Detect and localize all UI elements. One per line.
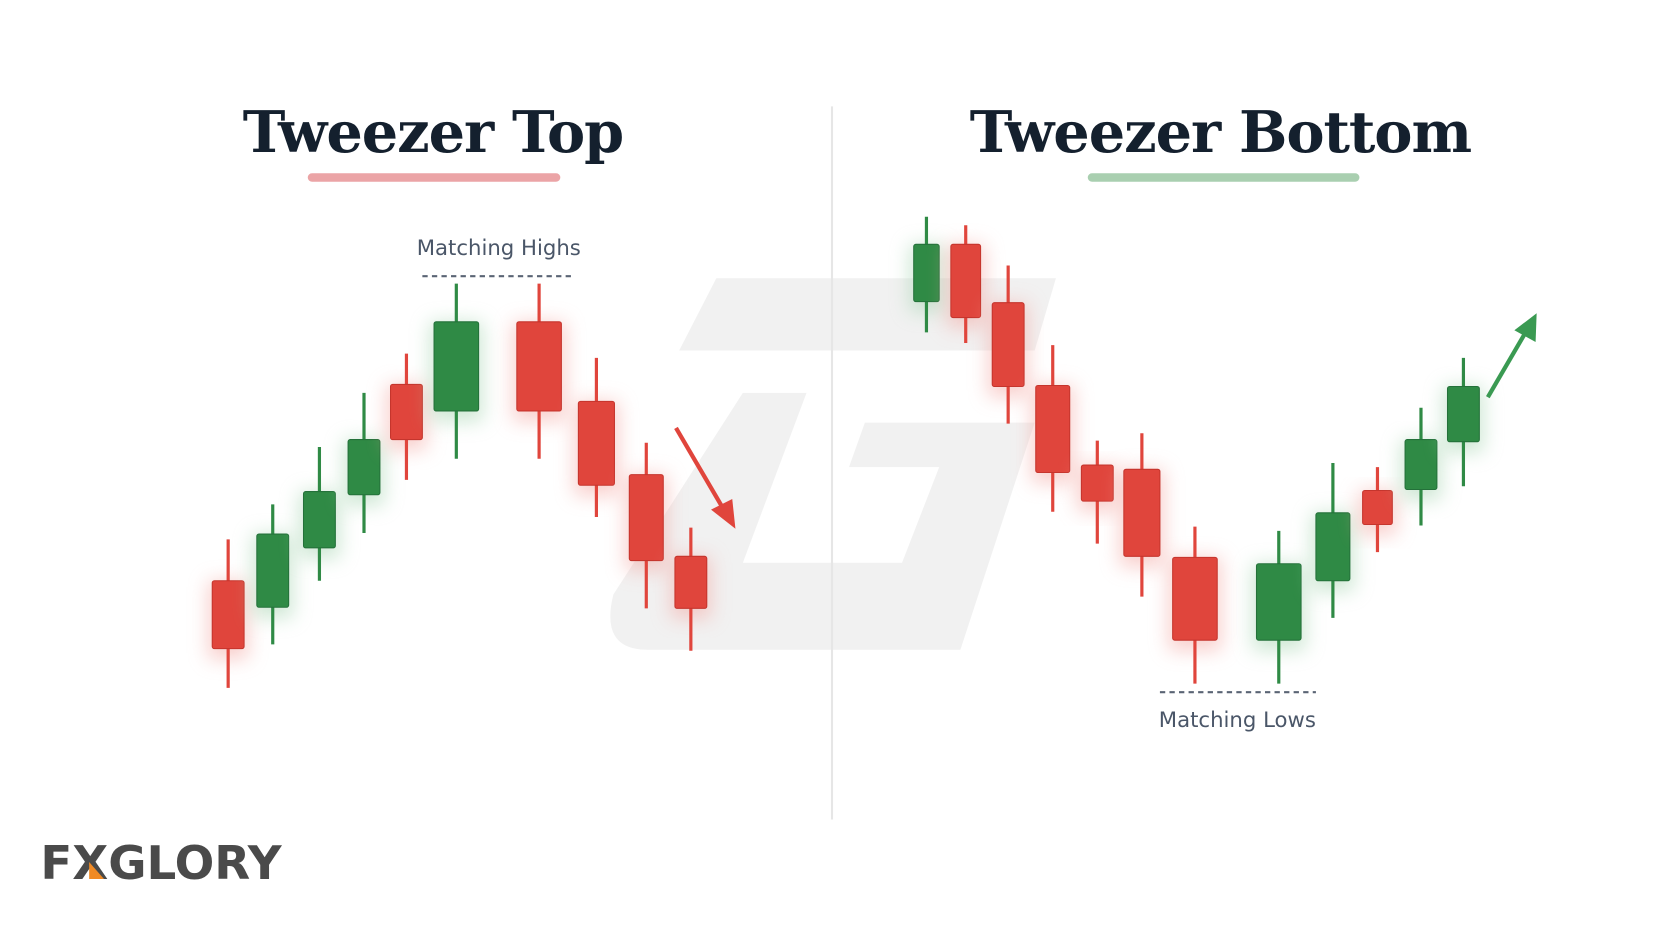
candle-body xyxy=(347,439,381,496)
logo: FXGLORY xyxy=(40,837,282,891)
candle-body xyxy=(628,474,664,562)
candle-body xyxy=(390,383,423,441)
right-title: Tweezer Bottom xyxy=(970,98,1472,166)
candle-body xyxy=(991,302,1025,388)
candle-body xyxy=(1080,464,1114,502)
candle-body xyxy=(211,580,245,650)
candles xyxy=(208,216,1484,688)
candle-body xyxy=(913,243,940,303)
candle-body xyxy=(674,555,708,609)
candle-body xyxy=(1404,439,1438,491)
candle-body xyxy=(1035,384,1071,474)
candle-body xyxy=(950,243,982,319)
left-title: Tweezer Top xyxy=(243,98,623,166)
candle-body xyxy=(302,491,336,549)
candle-body xyxy=(516,321,562,412)
candle-body xyxy=(1315,512,1351,582)
watermark xyxy=(610,278,1056,650)
arrow-up xyxy=(1486,313,1537,399)
arrow-down xyxy=(674,426,736,529)
left-annotation: Matching Highs xyxy=(417,236,581,261)
candle-body xyxy=(1446,386,1480,443)
candle-body xyxy=(1123,468,1161,557)
arrow-shaft xyxy=(674,426,726,511)
candle-body xyxy=(1362,490,1393,526)
arrow-head xyxy=(1514,313,1537,342)
candle-body xyxy=(577,400,615,486)
candle-body xyxy=(256,533,290,608)
candle-body xyxy=(1255,563,1302,641)
left-underline xyxy=(307,173,561,182)
right-underline xyxy=(1087,173,1360,182)
candle-body xyxy=(1172,556,1218,641)
arrow-head xyxy=(711,499,736,529)
arrow-shaft xyxy=(1486,332,1527,399)
right-annotation: Matching Lows xyxy=(1159,708,1316,733)
candle-body xyxy=(433,321,480,412)
